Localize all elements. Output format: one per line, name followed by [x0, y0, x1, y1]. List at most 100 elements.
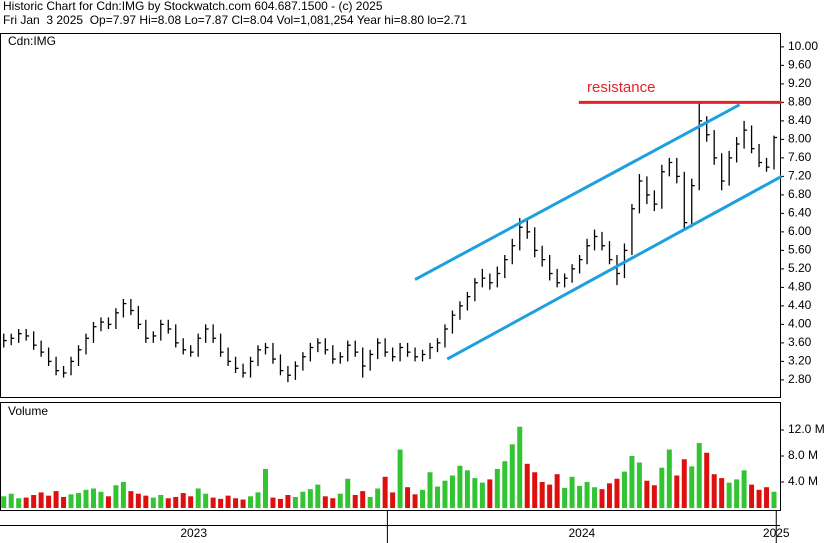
y-tick-label: 9.60	[788, 58, 812, 72]
volume-bar	[412, 494, 418, 508]
volume-bar	[68, 494, 74, 508]
volume-bar	[704, 452, 710, 508]
volume-bar	[31, 495, 37, 508]
volume-bar	[614, 478, 620, 508]
volume-bar	[173, 496, 179, 508]
volume-bar	[322, 496, 328, 508]
volume-bar	[524, 463, 530, 508]
volume-bar	[248, 496, 254, 508]
volume-bar	[150, 497, 156, 508]
volume-bar	[554, 474, 560, 508]
volume-bar	[547, 484, 553, 508]
volume-bar	[345, 478, 351, 508]
volume-bar	[165, 498, 171, 508]
volume-bar	[38, 492, 44, 508]
volume-bar	[464, 470, 470, 508]
volume-bar	[188, 496, 194, 508]
y-tick-label: 7.20	[788, 169, 812, 183]
volume-bar	[621, 471, 627, 508]
volume-bar	[382, 476, 388, 508]
volume-bar	[397, 449, 403, 508]
volume-bar	[135, 493, 141, 508]
y-tick-label: 8.80	[788, 95, 812, 109]
symbol-label: Cdn:IMG	[8, 34, 56, 48]
volume-bar	[666, 449, 672, 508]
volume-bar	[352, 495, 358, 508]
volume-bar	[143, 495, 149, 508]
y-tick-label: 10.00	[788, 39, 818, 53]
volume-bar	[240, 499, 246, 508]
volume-bar	[218, 498, 224, 508]
volume-bar	[46, 495, 52, 508]
volume-label: Volume	[8, 404, 48, 418]
y-tick-label: 3.20	[788, 354, 812, 368]
volume-bar	[315, 484, 321, 508]
volume-bar	[771, 491, 777, 508]
volume-bar	[651, 485, 657, 508]
volume-bar	[449, 475, 455, 508]
y-tick-label: 6.00	[788, 224, 812, 238]
volume-bar	[756, 489, 762, 508]
volume-bar	[270, 497, 276, 508]
volume-bar	[307, 489, 313, 508]
volume-bar	[472, 478, 478, 508]
volume-bar	[203, 493, 209, 508]
volume-bar	[262, 469, 268, 508]
volume-bar	[719, 478, 725, 508]
chart-subtitle: Fri Jan 3 2025 Op=7.97 Hi=8.08 Lo=7.87 C…	[3, 13, 467, 27]
volume-bar	[128, 491, 134, 508]
volume-bar	[420, 489, 426, 508]
volume-bar	[8, 493, 14, 508]
volume-bar	[76, 493, 82, 508]
volume-bar	[569, 476, 575, 508]
volume-bar	[606, 483, 612, 508]
y-tick-label: 2.80	[788, 372, 812, 386]
volume-bar	[711, 474, 717, 508]
volume-bar	[734, 479, 740, 508]
volume-bar	[233, 498, 239, 508]
y-tick-label: 4.00	[788, 317, 812, 331]
volume-bar	[494, 469, 500, 508]
volume-bar	[509, 444, 515, 508]
volume-bar	[105, 496, 111, 508]
volume-bar	[16, 498, 22, 508]
volume-bar	[158, 495, 164, 508]
volume-bar	[120, 482, 126, 508]
volume-bar	[442, 480, 448, 508]
y-tick-label: 4.80	[788, 280, 812, 294]
volume-bar	[644, 480, 650, 508]
x-tick-label: 2024	[568, 526, 595, 540]
volume-bar	[562, 487, 568, 508]
y-tick-label: 4.40	[788, 298, 812, 312]
y-tick-label: 7.60	[788, 150, 812, 164]
volume-bar	[180, 493, 186, 508]
volume-bar	[98, 491, 104, 508]
trend-line	[414, 103, 741, 281]
volume-bar	[375, 488, 381, 508]
volume-bar	[434, 486, 440, 508]
x-tick-label: 2023	[180, 526, 207, 540]
trend-line	[446, 175, 783, 361]
y-tick-label: 9.20	[788, 76, 812, 90]
volume-bar	[360, 491, 366, 508]
y-tick-label: 4.0 M	[788, 474, 818, 488]
price-panel	[0, 33, 781, 398]
volume-bar	[592, 487, 598, 508]
volume-bar	[61, 496, 67, 508]
volume-bar	[390, 492, 396, 508]
volume-bar	[636, 462, 642, 508]
volume-bar	[749, 484, 755, 508]
volume-bar	[292, 496, 298, 508]
volume-bar	[584, 482, 590, 508]
volume-bar	[487, 479, 493, 508]
y-tick-label: 6.80	[788, 187, 812, 201]
volume-bar	[225, 495, 231, 508]
volume-bar	[517, 426, 523, 508]
volume-bar	[741, 470, 747, 508]
volume-bar	[502, 461, 508, 508]
y-tick-label: 3.60	[788, 335, 812, 349]
volume-bar	[255, 492, 261, 508]
volume-bar	[629, 456, 635, 508]
volume-bar	[195, 488, 201, 508]
